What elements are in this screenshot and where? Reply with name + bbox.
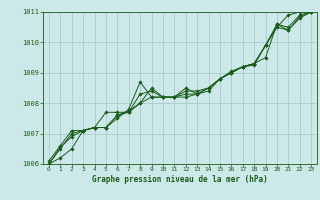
X-axis label: Graphe pression niveau de la mer (hPa): Graphe pression niveau de la mer (hPa)	[92, 175, 268, 184]
